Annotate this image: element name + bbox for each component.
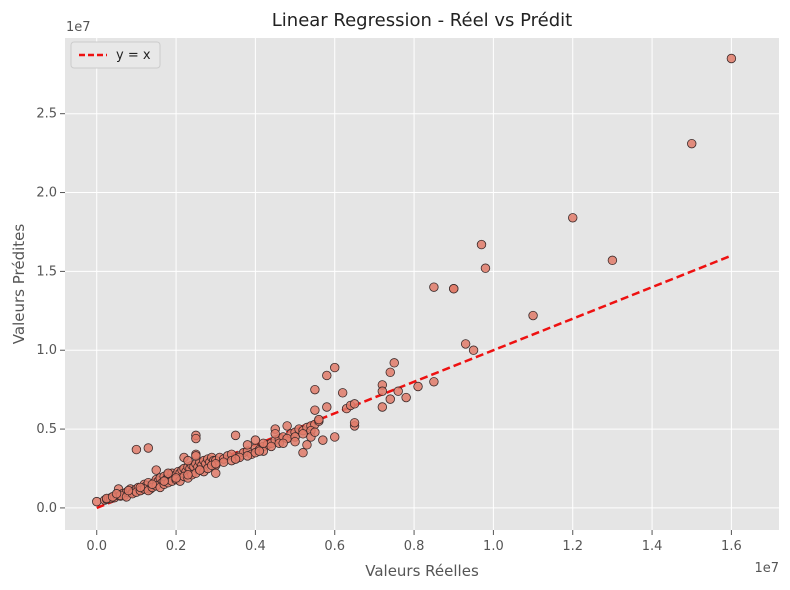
scatter-point xyxy=(270,429,280,439)
scatter-point xyxy=(278,438,288,448)
scatter-point xyxy=(211,468,221,478)
scatter-point xyxy=(159,476,169,486)
scatter-point xyxy=(310,405,320,415)
scatter-point xyxy=(401,392,411,403)
scatter-point xyxy=(568,213,578,223)
scatter-point xyxy=(377,386,388,396)
scatter-point xyxy=(385,394,395,404)
scatter-point xyxy=(429,282,439,292)
scatter-point xyxy=(151,465,161,475)
x-tick-label: 0.8 xyxy=(404,539,425,554)
scatter-point xyxy=(135,482,146,493)
scatter-point xyxy=(310,384,320,395)
scatter-point xyxy=(230,430,241,441)
scatter-point xyxy=(429,377,439,387)
scatter-point xyxy=(242,440,253,450)
scatter-point xyxy=(528,310,538,321)
scatter-point xyxy=(171,473,181,483)
scatter-point xyxy=(163,468,173,478)
scatter-point xyxy=(242,451,253,461)
scatter-point xyxy=(330,362,340,373)
legend: y = x xyxy=(70,41,161,69)
scatter-point xyxy=(282,421,292,431)
grid-lines xyxy=(65,38,779,530)
scatter-point xyxy=(330,432,340,442)
scatter-point xyxy=(254,446,265,456)
scatter-point xyxy=(230,454,241,464)
y-axis-label: Valeurs Prédites xyxy=(10,224,28,345)
scatter-point xyxy=(250,435,261,445)
y-tick-label: 0.5 xyxy=(36,422,57,437)
scatter-point xyxy=(726,53,737,64)
scatter-point xyxy=(476,239,487,250)
scatter-point xyxy=(687,138,697,149)
x-axis-label: Valeurs Réelles xyxy=(365,562,479,580)
scatter-point xyxy=(322,402,332,412)
scatter-point xyxy=(191,433,201,444)
scatter-point xyxy=(449,284,459,294)
x-tick-label: 1.2 xyxy=(562,539,583,554)
scatter-point xyxy=(147,479,157,489)
scatter-point xyxy=(318,435,328,445)
y-tick-label: 2.0 xyxy=(36,186,57,201)
x-tick-label: 1.4 xyxy=(642,539,663,554)
y-axis-ticks: 0.0 0.5 1.0 1.5 2.0 2.5 xyxy=(36,107,65,516)
scatter-point xyxy=(195,465,205,475)
scatter-point xyxy=(111,489,122,499)
x-tick-label: 1.0 xyxy=(483,539,504,554)
y-tick-label: 2.5 xyxy=(36,107,57,122)
scatter-point xyxy=(211,459,221,469)
scatter-point xyxy=(143,443,154,453)
scatter-point xyxy=(266,441,276,452)
scatter-point xyxy=(290,436,300,447)
y-tick-label: 0.0 xyxy=(36,501,57,516)
chart-title: Linear Regression - Réel vs Prédit xyxy=(272,10,572,31)
data-points xyxy=(92,53,737,507)
y-tick-label: 1.0 xyxy=(36,343,57,358)
x-tick-label: 1.6 xyxy=(721,539,742,554)
scatter-point xyxy=(131,444,142,455)
scatter-point xyxy=(218,457,229,467)
scatter-point xyxy=(310,427,320,437)
scatter-point xyxy=(298,448,308,458)
scatter-point xyxy=(385,367,395,378)
x-axis-ticks: 0.0 0.2 0.4 0.6 0.8 1.0 1.2 1.4 1.6 xyxy=(86,530,742,554)
scatter-point xyxy=(258,438,269,448)
scatter-point xyxy=(349,418,360,428)
plot-area xyxy=(65,38,779,530)
scatter-point xyxy=(468,345,479,355)
scatter-point xyxy=(337,388,348,398)
scatter-point xyxy=(389,358,399,368)
scatter-point xyxy=(123,485,134,496)
scatter-point xyxy=(393,386,403,396)
x-axis-offset-label: 1e7 xyxy=(754,561,779,576)
scatter-point xyxy=(92,496,102,507)
scatter-point xyxy=(302,440,312,450)
y-axis-offset-label: 1e7 xyxy=(66,20,91,35)
scatter-point xyxy=(607,255,618,266)
y-tick-label: 1.5 xyxy=(36,264,57,279)
scatter-point xyxy=(480,263,491,273)
scatter-point xyxy=(322,370,332,381)
x-tick-label: 0.2 xyxy=(166,539,187,554)
scatter-point xyxy=(314,414,324,425)
scatter-point xyxy=(413,381,423,392)
legend-label-y-equals-x: y = x xyxy=(116,48,151,63)
scatter-point xyxy=(298,429,308,439)
scatter-point xyxy=(183,455,193,466)
x-tick-label: 0.0 xyxy=(86,539,107,554)
scatter-point xyxy=(460,339,471,349)
scatter-point xyxy=(349,399,360,409)
scatter-point xyxy=(183,470,193,480)
scatter-point xyxy=(377,402,388,412)
scatter-point xyxy=(191,451,201,461)
legend-box xyxy=(70,41,161,69)
x-tick-label: 0.6 xyxy=(324,539,345,554)
x-tick-label: 0.4 xyxy=(245,539,266,554)
